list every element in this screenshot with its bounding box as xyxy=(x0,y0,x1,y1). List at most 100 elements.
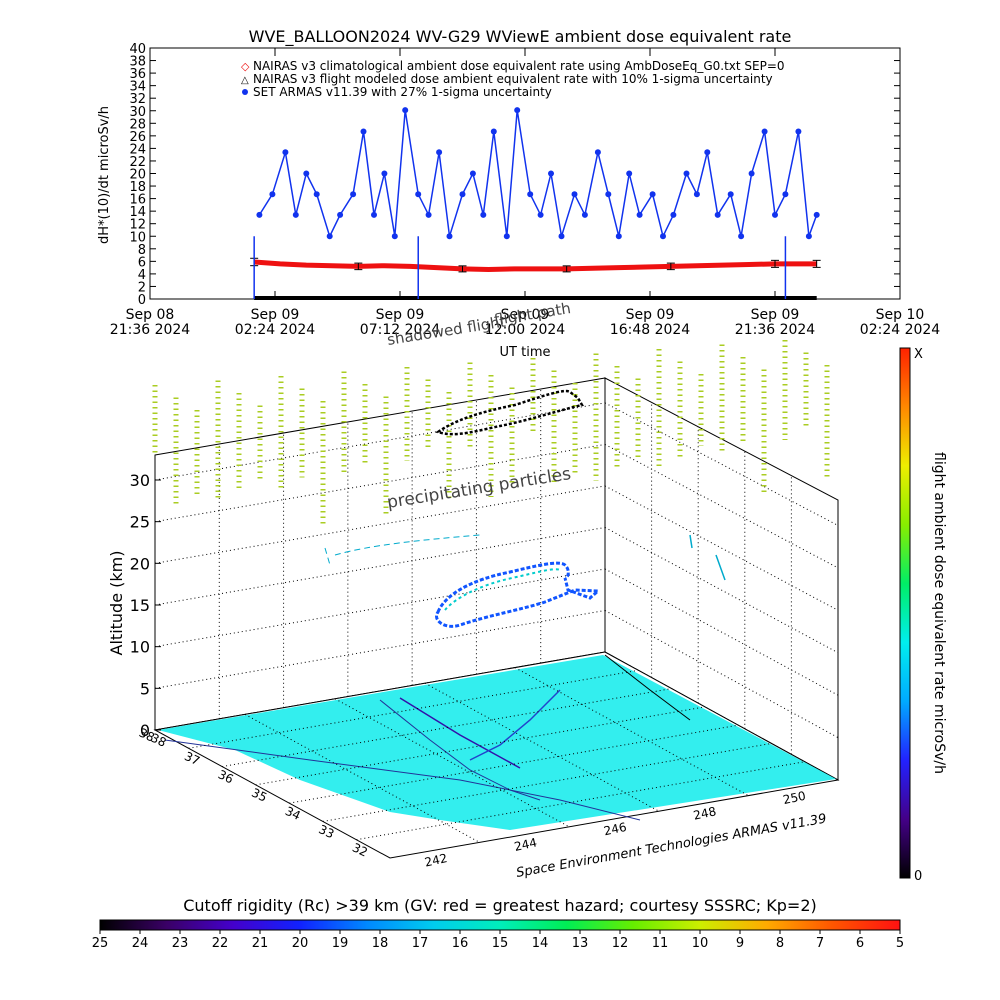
dose-colorbar: X 0 flight ambient dose equivalent rate … xyxy=(899,347,947,884)
armas-point xyxy=(727,191,734,198)
latitude-ticks: 38 37 36 35 34 33 32 38 xyxy=(137,726,370,860)
flight-path-right-wall xyxy=(689,534,726,581)
legend-marker-diamond: ◇ xyxy=(241,60,250,73)
cutoff-tick-label: 25 xyxy=(92,936,109,951)
cutoff-tick-label: 15 xyxy=(492,936,509,951)
latitude-tick-label: 37 xyxy=(182,749,202,768)
top-x-tick-label-time: 07:12 2024 xyxy=(360,322,441,338)
altitude-tick-label: 0 xyxy=(140,721,150,740)
top-y-tick-label: 24 xyxy=(129,142,146,157)
top-x-tick-label-time: 21:36 2024 xyxy=(735,322,816,338)
top-y-tick-label: 8 xyxy=(138,243,146,258)
armas-point xyxy=(558,233,565,240)
latitude-tick-label: 34 xyxy=(283,804,303,823)
wall-grid-horizontal xyxy=(154,402,606,481)
dose-colorbar-min: 0 xyxy=(914,869,922,884)
top-y-axis-label: dH*(10)/dt microSv/h xyxy=(97,106,112,244)
armas-point xyxy=(805,233,812,240)
altitude-tick-label: 30 xyxy=(130,471,150,490)
wall-grid-horizontal xyxy=(604,527,839,654)
top-x-tick-label-time: 02:24 2024 xyxy=(860,322,941,338)
armas-point xyxy=(436,149,443,156)
top-y-tick-label: 2 xyxy=(138,280,146,295)
armas-point xyxy=(326,233,333,240)
top-y-tick-label: 10 xyxy=(129,230,146,245)
cutoff-tick-label: 10 xyxy=(692,936,709,951)
top-x-tick-label-time: 21:36 2024 xyxy=(110,322,191,338)
armas-point xyxy=(795,128,802,135)
armas-point xyxy=(503,233,510,240)
armas-point xyxy=(761,128,768,135)
dose-colorbar-label: flight ambient dose equivalent rate micr… xyxy=(931,452,947,774)
armas-point xyxy=(636,211,643,218)
armas-point xyxy=(350,191,357,198)
cutoff-rigidity-fill xyxy=(99,919,901,931)
wall-grid-horizontal xyxy=(604,485,839,611)
3d-walls xyxy=(154,377,839,781)
top-x-tick-label-date: Sep 09 xyxy=(751,307,800,323)
armas-point xyxy=(469,170,476,177)
armas-point xyxy=(581,211,588,218)
latitude-tick-label: 33 xyxy=(317,822,337,841)
top-x-tick-label-date: Sep 09 xyxy=(501,307,550,323)
floor-grid-line xyxy=(334,698,570,828)
top-x-tick-label-date: Sep 10 xyxy=(876,307,925,323)
altitude-axis-label: Altitude (km) xyxy=(107,551,126,656)
armas-point xyxy=(446,233,453,240)
cutoff-tick-label: 16 xyxy=(452,936,469,951)
top-x-tick-label-date: Sep 09 xyxy=(626,307,675,323)
floor-grid-line xyxy=(244,713,480,843)
armas-point xyxy=(782,191,789,198)
cutoff-tick-label: 17 xyxy=(412,936,429,951)
armas-point xyxy=(337,211,344,218)
cutoff-tick-label: 6 xyxy=(856,936,864,951)
altitude-tick-label: 5 xyxy=(140,679,150,698)
top-y-tick-label: 12 xyxy=(129,218,146,233)
armas-point xyxy=(459,191,466,198)
floor-grid-line xyxy=(514,667,749,797)
cutoff-tick-label: 20 xyxy=(292,936,309,951)
top-y-tick-label: 4 xyxy=(138,268,146,283)
armas-point xyxy=(360,128,367,135)
cutoff-tick-label: 24 xyxy=(132,936,149,951)
flight-path-shadow xyxy=(435,389,584,436)
armas-point xyxy=(660,233,666,240)
armas-point xyxy=(605,191,612,198)
armas-point xyxy=(683,170,690,177)
legend-entry-armas: SET ARMAS v11.39 with 27% 1-sigma uncert… xyxy=(253,85,552,99)
floor-map xyxy=(153,651,840,859)
top-y-tick-label: 30 xyxy=(129,105,146,120)
figure-title: WVE_BALLOON2024 WV-G29 WViewE ambient do… xyxy=(249,27,792,47)
cutoff-tick-label: 21 xyxy=(252,936,269,951)
armas-point xyxy=(313,191,320,198)
armas-point xyxy=(738,233,745,240)
armas-point xyxy=(490,128,497,135)
wall-grid xyxy=(154,389,839,781)
floor-road-2 xyxy=(379,699,541,801)
top-x-tick-label-time: 16:48 2024 xyxy=(610,322,691,338)
cutoff-tick-label: 12 xyxy=(612,936,629,951)
floor-road-4 xyxy=(469,689,561,761)
latitude-corner-label: 38 xyxy=(137,726,157,745)
longitude-tick-label: 248 xyxy=(692,804,717,822)
longitude-tick-label: 242 xyxy=(423,851,448,869)
top-x-tick-label-date: Sep 09 xyxy=(376,307,425,323)
wall-grid-horizontal xyxy=(154,443,606,523)
cutoff-tick-label: 23 xyxy=(172,936,189,951)
armas-point xyxy=(292,211,299,218)
altitude-tick-label: 15 xyxy=(130,596,150,615)
top-y-tick-label: 22 xyxy=(129,155,146,170)
armas-point xyxy=(425,211,432,218)
top-x-tick-label-time: 12:00 2024 xyxy=(485,322,566,338)
wall-grid-horizontal xyxy=(604,568,839,696)
floor-grid xyxy=(188,667,805,843)
cutoff-tick-label: 5 xyxy=(896,936,904,951)
cutoff-tick-label: 7 xyxy=(816,936,824,951)
wall-grid-horizontal xyxy=(154,526,606,606)
flight-path-faint xyxy=(324,534,481,566)
floor-road-5 xyxy=(604,654,691,721)
dose-rate-time-series: dH*(10)/dt microSv/h UT time 02468101214… xyxy=(97,42,940,360)
latitude-tick-label: 36 xyxy=(216,767,236,786)
